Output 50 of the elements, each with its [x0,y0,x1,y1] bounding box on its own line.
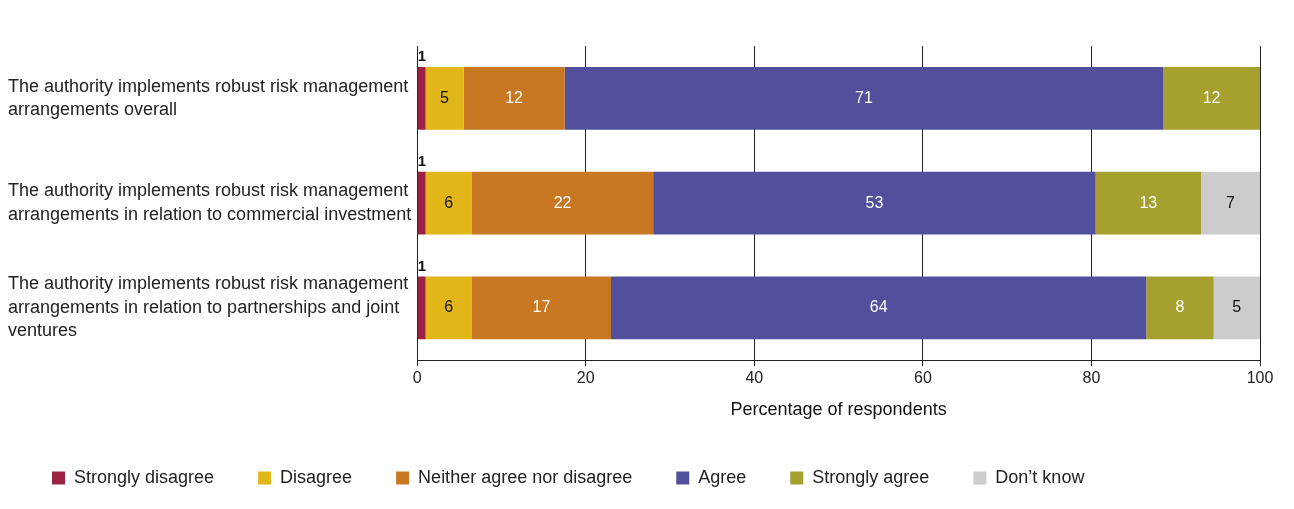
bar [1213,276,1260,340]
data-label: 1 [417,256,427,274]
x-tick-label: 100 [1246,369,1274,387]
bar [425,171,472,235]
legend-label: Strongly agree [812,466,930,487]
legend-label: Agree [698,466,747,487]
x-tick-label: 0 [412,369,422,387]
bar [611,276,1147,340]
bar [1095,171,1201,235]
data-label: 22 [553,193,572,211]
data-label: 17 [532,298,551,316]
bar [463,67,565,130]
data-label: 1 [417,151,427,169]
data-label: 5 [1232,298,1242,316]
x-tick-label: 60 [913,369,932,387]
legend-label: Disagree [280,466,353,487]
bar [1201,171,1260,235]
data-label: 12 [1202,88,1221,106]
data-label: 53 [865,193,884,211]
data-label: 7 [1226,193,1236,211]
data-label: 8 [1175,298,1185,316]
data-label: 6 [444,298,454,316]
data-label: 12 [505,88,524,106]
bar [417,67,426,130]
y-tick-label: The authority implements robust risk management arrangements in relation to partnerships and joint ventures [8,273,409,341]
data-label: 13 [1139,193,1158,211]
data-label: 1 [417,47,427,65]
data-label: 5 [440,88,450,106]
bar [471,276,612,340]
x-tick-label: 80 [1082,369,1101,387]
x-tick-label: 40 [745,369,764,387]
legend-label: Strongly disagree [74,466,215,487]
bar [1146,276,1214,340]
bar [1163,67,1260,130]
x-tick-label: 20 [576,369,595,387]
bar [564,67,1164,130]
legend-label: Neither agree nor disagree [418,466,633,487]
bar [425,67,464,130]
data-label: 64 [869,298,888,316]
legend-label: Don’t know [995,466,1086,487]
bar [653,171,1096,235]
data-label: 71 [854,88,873,106]
x-axis-title: Percentage of respondents [730,399,947,420]
bar [425,276,472,340]
bar [471,171,654,235]
bar [417,276,426,340]
y-tick-label: The authority implements robust risk management arrangements overall [8,75,409,120]
bar [417,171,426,235]
y-tick-label: The authority implements robust risk management arrangements in relation to commercial investment [8,180,412,224]
data-label: 6 [444,193,454,211]
